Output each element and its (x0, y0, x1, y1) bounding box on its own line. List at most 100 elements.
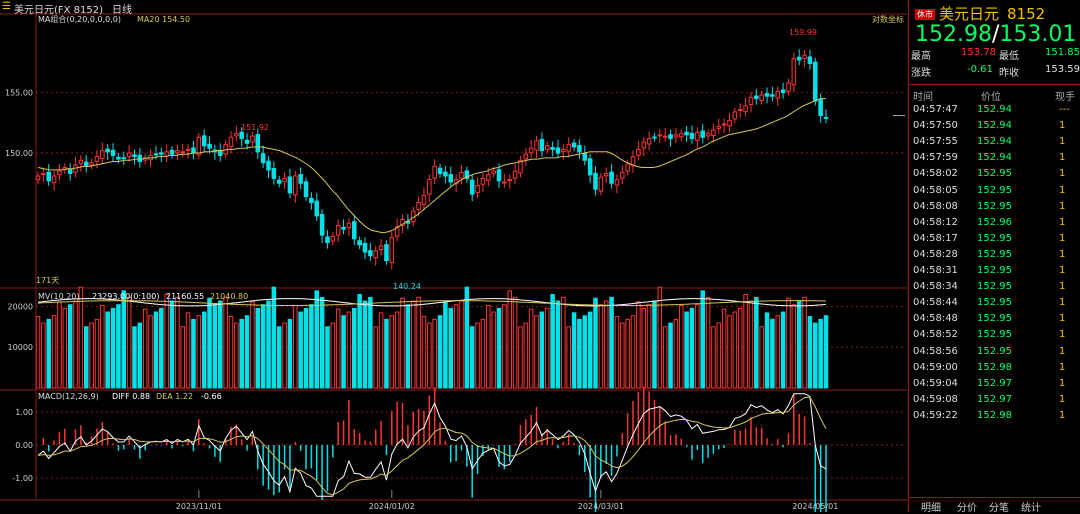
candle-body[interactable] (293, 175, 298, 196)
candle-body[interactable] (41, 173, 46, 176)
candle-body[interactable] (507, 179, 512, 182)
volume-bar[interactable] (764, 312, 770, 389)
volume-bar[interactable] (577, 318, 582, 389)
volume-bar[interactable] (309, 304, 314, 389)
volume-bar[interactable] (528, 308, 534, 389)
volume-bar[interactable] (609, 296, 614, 389)
volume-bar[interactable] (255, 307, 261, 389)
volume-bar[interactable] (684, 311, 689, 389)
candle-body[interactable] (432, 165, 437, 179)
volume-bar[interactable] (94, 318, 100, 389)
volume-bar[interactable] (335, 308, 341, 389)
candle-body[interactable] (748, 96, 754, 105)
candle-body[interactable] (775, 90, 781, 99)
candle-body[interactable] (620, 171, 625, 179)
candle-body[interactable] (662, 135, 668, 138)
volume-bar[interactable] (153, 311, 159, 389)
macd-series[interactable] (37, 386, 827, 512)
candle-body[interactable] (132, 154, 137, 158)
volume-bar[interactable] (727, 315, 732, 389)
volume-bar[interactable] (780, 311, 786, 389)
volume-bar[interactable] (732, 311, 738, 389)
candle-body[interactable] (571, 142, 577, 148)
candlestick-series[interactable] (35, 49, 829, 270)
candle-body[interactable] (636, 148, 641, 156)
candle-body[interactable] (384, 244, 389, 262)
candle-body[interactable] (512, 170, 518, 179)
volume-bar[interactable] (475, 322, 480, 389)
volume-bar[interactable] (137, 322, 143, 389)
candle-body[interactable] (153, 153, 159, 156)
volume-bar[interactable] (593, 297, 598, 389)
volume-bar[interactable] (571, 312, 577, 389)
volume-bar[interactable] (105, 311, 110, 389)
candle-body[interactable] (603, 173, 609, 177)
volume-bar[interactable] (148, 315, 153, 389)
volume-bar[interactable] (212, 304, 218, 389)
tab-statistics[interactable]: 统计 (1021, 503, 1041, 514)
volume-bar[interactable] (51, 315, 57, 389)
volume-bar[interactable] (759, 326, 764, 389)
volume-bar[interactable] (421, 316, 427, 389)
volume-bar[interactable] (405, 304, 411, 389)
candle-body[interactable] (716, 125, 722, 130)
candle-body[interactable] (298, 174, 303, 184)
volume-bar[interactable] (523, 322, 529, 389)
candle-body[interactable] (185, 148, 191, 151)
volume-bar[interactable] (121, 290, 127, 389)
candle-body[interactable] (78, 159, 84, 165)
candle-body[interactable] (480, 177, 486, 185)
candle-body[interactable] (534, 140, 539, 151)
volume-bar[interactable] (73, 300, 78, 389)
candle-body[interactable] (469, 179, 475, 195)
candle-body[interactable] (641, 141, 647, 149)
volume-bar[interactable] (394, 311, 400, 389)
candle-body[interactable] (566, 144, 571, 152)
candle-body[interactable] (759, 94, 764, 101)
volume-bar[interactable] (142, 308, 148, 389)
volume-bar[interactable] (711, 326, 716, 389)
volume-bar[interactable] (496, 307, 502, 389)
volume-bar[interactable] (437, 315, 443, 389)
volume-bar[interactable] (132, 326, 137, 389)
volume-bar[interactable] (357, 293, 362, 389)
candle-body[interactable] (217, 149, 223, 156)
candle-body[interactable] (110, 149, 116, 156)
volume-bar[interactable] (716, 322, 722, 389)
volume-bar[interactable] (196, 315, 202, 389)
menu-icon[interactable]: ☰ (2, 1, 11, 12)
candle-body[interactable] (539, 138, 545, 152)
kline-chart[interactable]: 155.00 150.00 20000 10000 1.00 0.00 -1.00 2023/… (0, 0, 908, 512)
candle-body[interactable] (352, 221, 357, 240)
volume-bar[interactable] (620, 322, 625, 389)
candle-body[interactable] (276, 179, 282, 184)
volume-bar[interactable] (271, 286, 277, 389)
volume-bar[interactable] (78, 286, 84, 389)
candle-body[interactable] (394, 226, 400, 237)
candle-body[interactable] (673, 134, 679, 138)
candle-body[interactable] (180, 151, 186, 154)
candle-body[interactable] (743, 105, 748, 112)
candle-body[interactable] (786, 82, 791, 92)
candle-body[interactable] (325, 236, 330, 243)
candle-body[interactable] (678, 133, 684, 138)
candle-body[interactable] (486, 174, 491, 181)
tab-detail[interactable]: 明细 (921, 503, 941, 514)
candle-body[interactable] (646, 138, 652, 145)
candle-body[interactable] (582, 153, 588, 161)
candle-body[interactable] (727, 119, 732, 127)
candle-body[interactable] (459, 171, 464, 179)
candle-body[interactable] (598, 176, 604, 192)
volume-bar[interactable] (416, 296, 421, 389)
candle-body[interactable] (555, 147, 561, 154)
volume-bar[interactable] (705, 296, 711, 389)
candle-body[interactable] (625, 163, 630, 172)
tab-trades[interactable]: 分笔 (989, 503, 1009, 514)
volume-bar[interactable] (469, 326, 475, 389)
volume-bar[interactable] (159, 307, 164, 389)
candle-body[interactable] (464, 170, 470, 179)
volume-bar[interactable] (228, 316, 234, 389)
volume-bar[interactable] (502, 304, 507, 389)
volume-bar[interactable] (641, 307, 647, 389)
tab-price-distribution[interactable]: 分价 (957, 503, 977, 514)
